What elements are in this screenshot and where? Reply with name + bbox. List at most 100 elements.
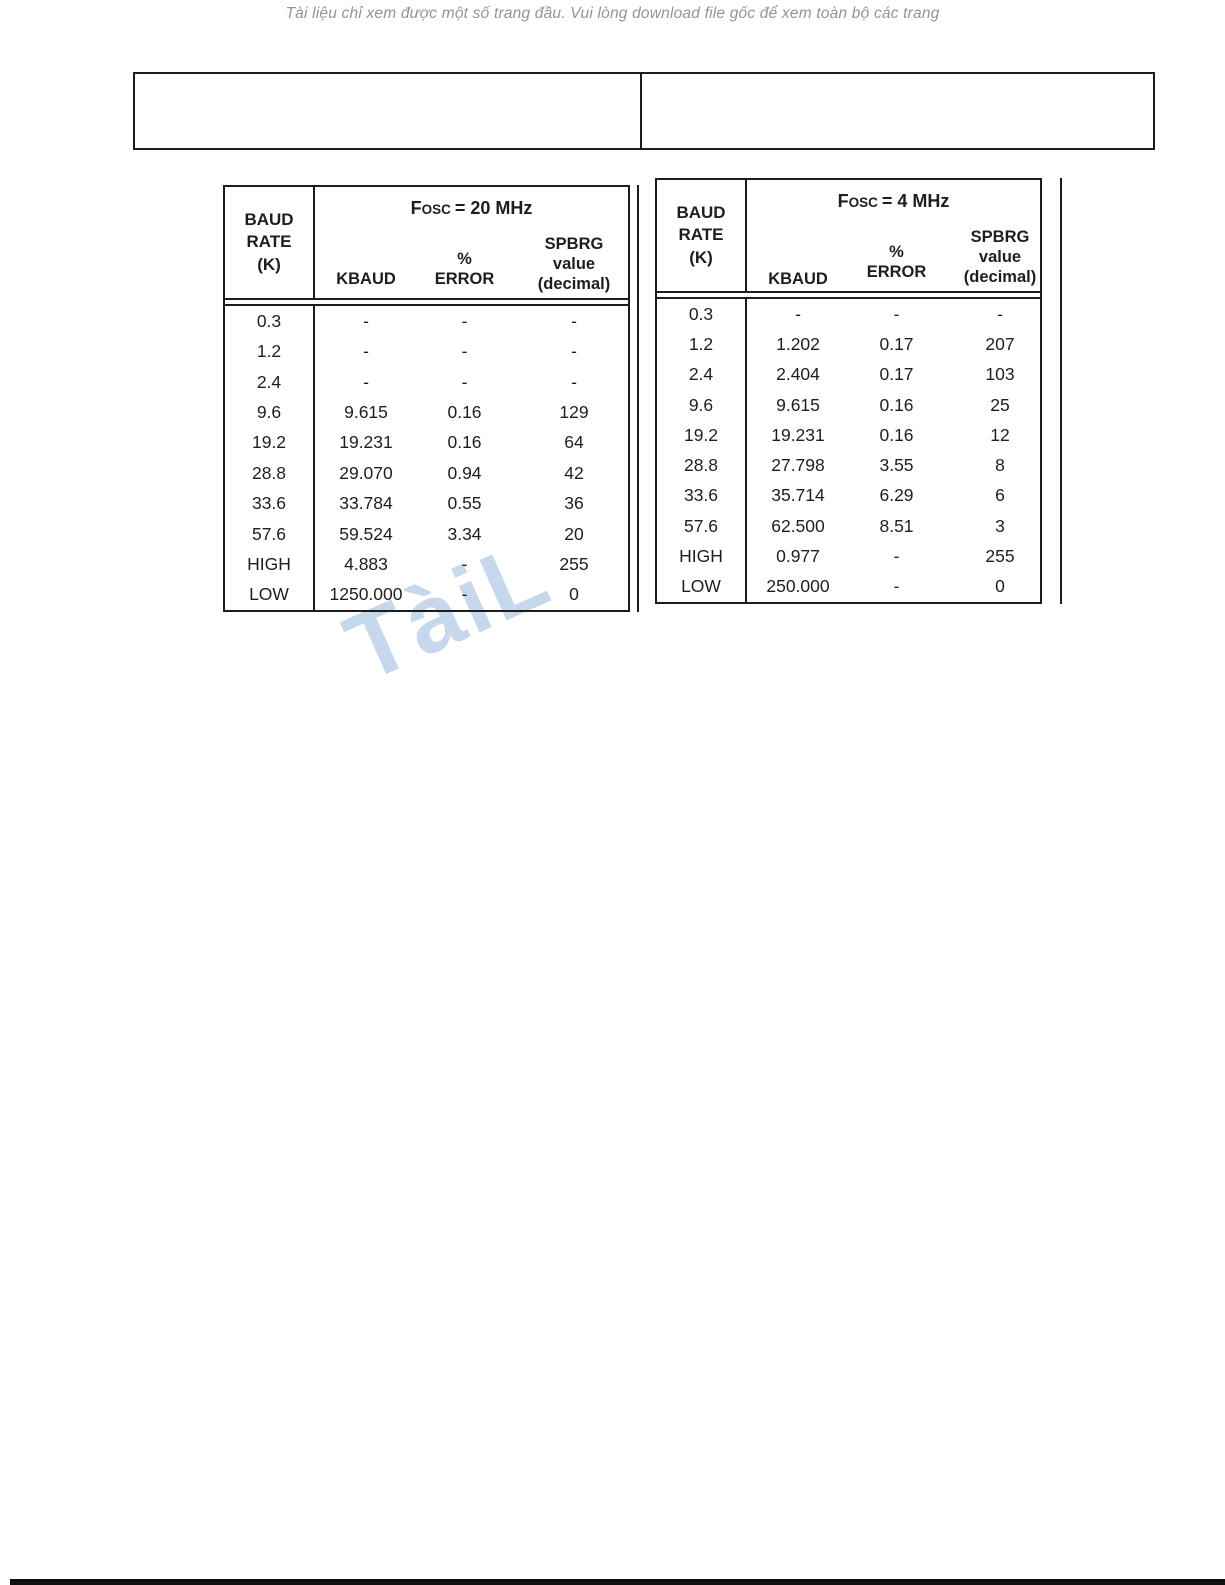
baud-rate-cell: 2.4 — [225, 366, 315, 398]
page-bottom-edge — [10, 1579, 1225, 1585]
fosc-value: = 20 MHz — [454, 198, 533, 218]
table-row: 9.6 9.615 0.16 25 — [657, 389, 1040, 421]
kbaud-cell: 59.524 — [339, 523, 393, 544]
table-row: 19.2 19.231 0.16 12 — [657, 420, 1040, 451]
table-header: BAUD RATE (K) FOSC = 20 MHz KBAUD % ERROR… — [225, 187, 628, 300]
spbrg-cell: 255 — [559, 553, 589, 574]
error-column-header: % ERROR — [434, 249, 495, 288]
kbaud-cell: 27.798 — [771, 455, 825, 476]
error-cell: 6.29 — [879, 485, 914, 506]
table-row: 19.2 19.231 0.16 64 — [225, 427, 628, 459]
error-cell: 3.34 — [447, 523, 482, 544]
fosc-title: FOSC = 4 MHz — [747, 191, 1040, 212]
table-row: 0.3 - - - — [657, 299, 1040, 330]
error-cell: 0.16 — [447, 401, 482, 422]
empty-two-cell-box — [133, 72, 1155, 150]
error-cell: - — [461, 310, 468, 331]
fosc-header-group: FOSC = 20 MHz KBAUD % ERROR SPBRG value (… — [315, 187, 628, 298]
kbaud-cell: 29.070 — [339, 462, 393, 483]
baud-rate-cell: 2.4 — [657, 359, 747, 390]
kbaud-cell: - — [363, 371, 369, 392]
kbaud-cell: 35.714 — [771, 485, 825, 506]
table-row: 57.6 59.524 3.34 20 — [225, 518, 628, 550]
error-cell: 0.55 — [447, 493, 482, 514]
baud-rate-table-fosc-4mhz: BAUD RATE (K) FOSC = 4 MHz KBAUD % ERROR … — [655, 178, 1042, 604]
spbrg-cell: 207 — [985, 333, 1015, 354]
error-cell: 0.17 — [879, 333, 914, 354]
spbrg-cell: - — [997, 303, 1003, 324]
spbrg-cell: 255 — [985, 546, 1015, 567]
baud-rate-cell: 0.3 — [225, 306, 315, 337]
spbrg-cell: - — [571, 371, 577, 392]
column-labels: KBAUD % ERROR SPBRG value (decimal) — [747, 227, 1040, 291]
spbrg-cell: 6 — [995, 485, 1005, 506]
table-row: 28.8 27.798 3.55 8 — [657, 450, 1040, 481]
scan-artifact-line — [637, 185, 639, 612]
kbaud-cell: 250.000 — [766, 576, 830, 597]
kbaud-cell: - — [795, 303, 801, 324]
table-row: 2.4 2.404 0.17 103 — [657, 359, 1040, 390]
kbaud-cell: - — [363, 341, 369, 362]
baud-rate-cell: 9.6 — [225, 397, 315, 428]
error-cell: 0.16 — [447, 432, 482, 453]
baud-rate-cell: LOW — [225, 579, 315, 611]
fosc-osc: OSC — [848, 195, 878, 210]
baud-rate-cell: 28.8 — [225, 458, 315, 489]
kbaud-cell: 1250.000 — [329, 584, 403, 605]
spbrg-column-header: SPBRG value (decimal) — [963, 227, 1037, 286]
table-row: 57.6 62.500 8.51 3 — [657, 511, 1040, 542]
fosc-header-group: FOSC = 4 MHz KBAUD % ERROR SPBRG value (d… — [747, 180, 1040, 291]
box-cell-divider — [640, 74, 642, 148]
table-row: LOW 1250.000 - 0 — [225, 579, 628, 611]
spbrg-cell: 12 — [990, 424, 1010, 445]
baud-rate-cell: 1.2 — [225, 336, 315, 367]
error-cell: - — [461, 553, 468, 574]
kbaud-cell: 4.883 — [344, 553, 388, 574]
column-labels: KBAUD % ERROR SPBRG value (decimal) — [315, 234, 628, 298]
baud-rate-cell: 28.8 — [657, 450, 747, 481]
error-cell: - — [893, 546, 900, 567]
table-row: LOW 250.000 - 0 — [657, 571, 1040, 602]
error-cell: 0.17 — [879, 364, 914, 385]
baud-rate-cell: HIGH — [657, 541, 747, 572]
fosc-title: FOSC = 20 MHz — [315, 198, 628, 219]
table-row: HIGH 4.883 - 255 — [225, 549, 628, 580]
error-cell: - — [893, 576, 900, 597]
kbaud-cell: 19.231 — [771, 424, 825, 445]
table-body: 0.3 - - - 1.2 - - - 2.4 - - - 9.6 9.615 — [225, 306, 628, 611]
kbaud-column-header: KBAUD — [336, 269, 396, 288]
baud-rate-cell: HIGH — [225, 549, 315, 580]
spbrg-cell: 0 — [995, 576, 1005, 597]
table-row: 33.6 33.784 0.55 36 — [225, 488, 628, 519]
error-cell: - — [461, 371, 468, 392]
spbrg-cell: 25 — [990, 394, 1010, 415]
spbrg-cell: 0 — [569, 584, 579, 605]
spbrg-cell: 8 — [995, 455, 1005, 476]
kbaud-cell: 0.977 — [776, 546, 820, 567]
spbrg-cell: 129 — [559, 401, 589, 422]
spbrg-cell: - — [571, 341, 577, 362]
table-row: 0.3 - - - — [225, 306, 628, 337]
table-row: 28.8 29.070 0.94 42 — [225, 458, 628, 489]
baud-rate-cell: 9.6 — [657, 389, 747, 421]
baud-rate-cell: 19.2 — [225, 427, 315, 459]
kbaud-cell: 9.615 — [344, 401, 388, 422]
baud-rate-cell: 57.6 — [225, 518, 315, 550]
header-double-rule — [225, 300, 628, 306]
spbrg-cell: - — [571, 310, 577, 331]
preview-notice-text: Tài liệu chỉ xem được một số trang đầu. … — [285, 5, 940, 22]
baud-rate-cell: 33.6 — [225, 488, 315, 519]
kbaud-cell: 1.202 — [776, 333, 820, 354]
spbrg-cell: 42 — [564, 462, 584, 483]
table-header: BAUD RATE (K) FOSC = 4 MHz KBAUD % ERROR … — [657, 180, 1040, 293]
scan-artifact-line — [1060, 178, 1062, 604]
baud-rate-cell: LOW — [657, 571, 747, 602]
error-cell: - — [461, 341, 468, 362]
fosc-osc: OSC — [421, 202, 451, 217]
spbrg-column-header: SPBRG value (decimal) — [537, 234, 611, 293]
spbrg-cell: 20 — [564, 523, 584, 544]
kbaud-cell: 9.615 — [776, 394, 820, 415]
error-column-header: % ERROR — [866, 242, 927, 281]
fosc-f: F — [837, 191, 849, 211]
baud-rate-column-header: BAUD RATE (K) — [657, 180, 747, 291]
